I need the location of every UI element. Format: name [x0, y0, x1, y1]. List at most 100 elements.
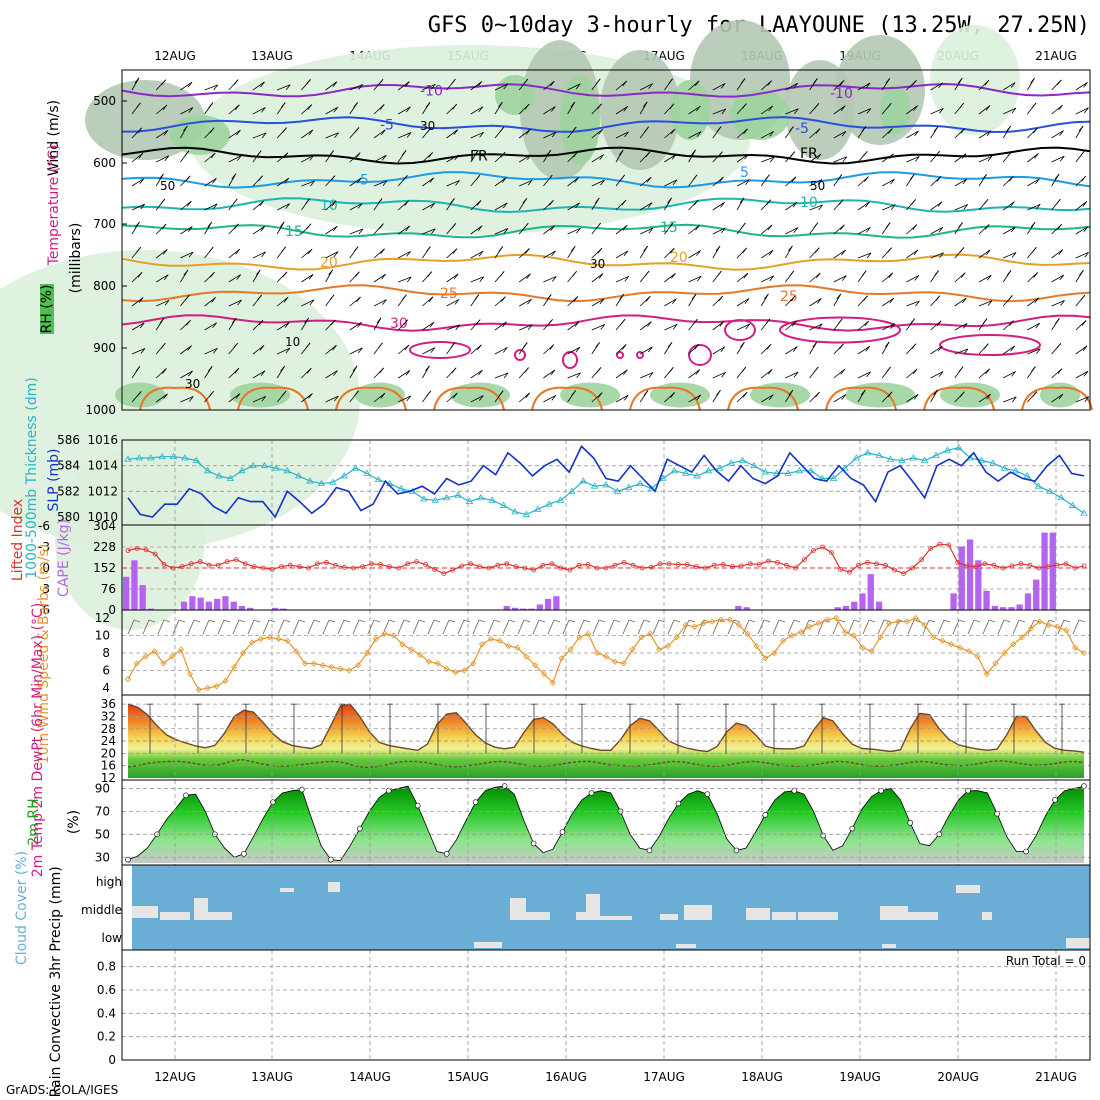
rh-shade-area: [750, 382, 810, 408]
wind-barb-feather: [887, 391, 893, 398]
wind-barb: [761, 275, 774, 283]
ylabel-lifted-index: Lifted Index: [10, 499, 26, 581]
rh-point: [965, 787, 971, 794]
wind-tick-label: 8: [102, 646, 110, 660]
wind-barb-feather: [1018, 619, 1026, 623]
wind-barb-feather: [1083, 370, 1089, 377]
wind-barb-feather: [937, 345, 943, 352]
wind-barb-feather: [573, 151, 578, 158]
wind-barb: [760, 250, 774, 259]
thickness-point: [511, 508, 519, 515]
wind-barb-feather: [886, 366, 891, 373]
thickness-point: [579, 477, 587, 484]
wind-barb: [639, 321, 652, 331]
wind-barb: [591, 324, 605, 331]
wind-barb: [307, 619, 315, 635]
li-tick-label: 3: [42, 582, 50, 596]
wind-barb: [532, 619, 540, 635]
wind-barb-feather: [986, 393, 991, 400]
wind-barb-feather: [934, 270, 939, 276]
cloud-cover-box: [798, 912, 838, 920]
surface-contour: [433, 386, 505, 411]
li-point: [414, 559, 420, 565]
cloud-cover-box: [956, 885, 980, 893]
temp-contour-line: [121, 82, 1091, 98]
wind-speed-point: [877, 634, 884, 641]
wind-barb-feather: [668, 78, 673, 84]
cape-bar: [875, 601, 883, 610]
temp-contour-line: [121, 253, 1091, 271]
wind-barb: [712, 202, 725, 211]
thickness-point: [955, 443, 963, 451]
cloud-cover-box: [880, 906, 908, 920]
wind-barb-feather: [1080, 150, 1085, 157]
temp-tick-label: 32: [101, 709, 116, 723]
wind-barb: [131, 152, 144, 163]
wind-barb-feather: [887, 247, 892, 253]
wind-barb: [172, 619, 180, 635]
wind-barb: [398, 106, 411, 115]
wind-barb-feather: [330, 175, 336, 181]
wind-barb: [1051, 249, 1064, 259]
wind-barb: [785, 176, 797, 187]
wind-speed-point: [664, 642, 672, 650]
wind-speed-point: [434, 660, 441, 667]
cape-bar: [189, 596, 196, 610]
wind-barb: [712, 346, 726, 355]
rh-point: [183, 792, 189, 799]
wind-speed-point: [470, 660, 477, 667]
li-point: [991, 562, 997, 568]
wind-barb: [252, 226, 265, 235]
li-point: [1063, 561, 1069, 567]
rh-shade-area: [845, 382, 915, 408]
wind-barb-feather: [258, 319, 264, 326]
wind-barb: [397, 344, 410, 355]
wind-barb-feather: [474, 294, 480, 300]
wind-barb: [640, 346, 653, 355]
rh-shade-area: [560, 75, 600, 165]
wind-barb: [881, 153, 894, 163]
wind-barb-feather: [788, 389, 794, 396]
wind-barb-feather: [160, 198, 166, 205]
thickness-point: [363, 469, 371, 476]
wind-barb-feather: [670, 128, 676, 135]
wind-barb: [543, 80, 555, 91]
wind-barb-feather: [334, 132, 339, 139]
wind-barb: [494, 228, 509, 235]
wind-barb: [833, 105, 846, 115]
temp-contour-30: [779, 316, 901, 344]
wind-barb: [1075, 251, 1089, 259]
wind-barb: [180, 81, 193, 91]
wind-barb-feather: [357, 203, 363, 209]
wind-speed-point: [169, 653, 176, 660]
wind-barb-feather: [960, 272, 966, 278]
wind-barb: [1003, 396, 1017, 403]
wind-barb: [1075, 107, 1089, 115]
li-point: [1018, 561, 1024, 567]
wind-speed-point: [178, 646, 185, 653]
cape-bar: [966, 539, 974, 610]
slp-tick-label: 1012: [87, 484, 118, 498]
wind-barb-feather: [1008, 176, 1014, 182]
wind-barb-feather: [984, 224, 990, 230]
rh-tick-label: 70: [95, 804, 110, 818]
thickness-point: [989, 459, 997, 466]
cape-bar: [503, 605, 510, 610]
wind-barb-feather: [430, 84, 436, 90]
wind-barb-feather: [628, 619, 636, 623]
wind-barb-feather: [693, 318, 698, 325]
wind-barb-feather: [721, 372, 726, 378]
wind-barb-feather: [986, 130, 992, 137]
wind-barb: [301, 155, 314, 163]
wind-barb-feather: [353, 102, 358, 108]
wind-barb: [472, 619, 480, 635]
wind-barb-feather: [373, 619, 381, 623]
wind-barb: [446, 129, 459, 139]
wind-barb: [276, 322, 290, 331]
rh-line: [127, 785, 1085, 862]
pressure-tick-label: 900: [93, 341, 116, 355]
wind-barb: [1027, 348, 1041, 355]
wind-barb: [494, 321, 507, 331]
rh-contour-label: 10: [285, 335, 300, 349]
